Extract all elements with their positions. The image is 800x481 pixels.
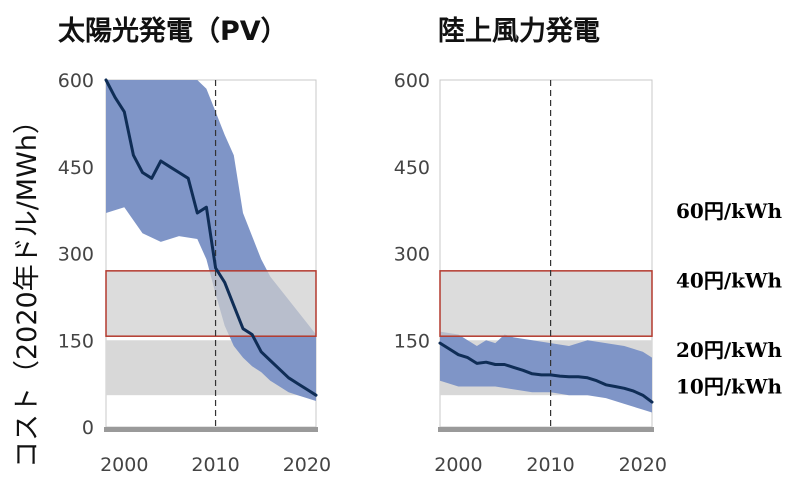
panel-2: 陸上風力発電 150 300 450 600 2000 2010 2020 <box>394 16 667 476</box>
y-tick-label: 450 <box>394 157 430 179</box>
y-tick-label: 0 <box>82 417 94 439</box>
y-axis-label: コスト（2020年ドル/MWh） <box>12 107 43 468</box>
annotation-label: 60円/kWh <box>676 199 782 223</box>
highlight-box <box>439 270 653 337</box>
annotation-label: 20円/kWh <box>676 338 782 362</box>
annotation-label: 40円/kWh <box>676 269 782 293</box>
x-tick-label: 2000 <box>434 454 482 476</box>
x-axis-bar <box>104 427 318 432</box>
panel-title: 陸上風力発電 <box>438 16 600 47</box>
x-tick-label: 2020 <box>619 454 667 476</box>
highlight-box <box>105 270 317 337</box>
y-tick-label: 150 <box>58 330 94 352</box>
x-axis-bar <box>438 427 654 432</box>
y-tick-label: 300 <box>394 244 430 266</box>
panel-title: 太陽光発電（PV） <box>58 16 288 47</box>
x-tick-label: 2020 <box>283 454 331 476</box>
x-tick-label: 2000 <box>100 454 148 476</box>
y-tick-label: 150 <box>394 330 430 352</box>
series-line-1 <box>104 78 318 397</box>
series-line-1 <box>438 341 654 404</box>
cost-range-band <box>440 331 652 413</box>
y-tick-label: 600 <box>394 70 430 92</box>
panel-1: 太陽光発電（PV） 0 150 300 450 600 2000 2010 2020 <box>58 16 331 476</box>
y-tick-label: 450 <box>58 157 94 179</box>
annotation-label: 10円/kWh <box>676 374 782 398</box>
x-tick-label: 2010 <box>191 454 239 476</box>
y-tick-label: 300 <box>58 244 94 266</box>
y-tick-label: 600 <box>58 70 94 92</box>
x-tick-label: 2010 <box>526 454 574 476</box>
